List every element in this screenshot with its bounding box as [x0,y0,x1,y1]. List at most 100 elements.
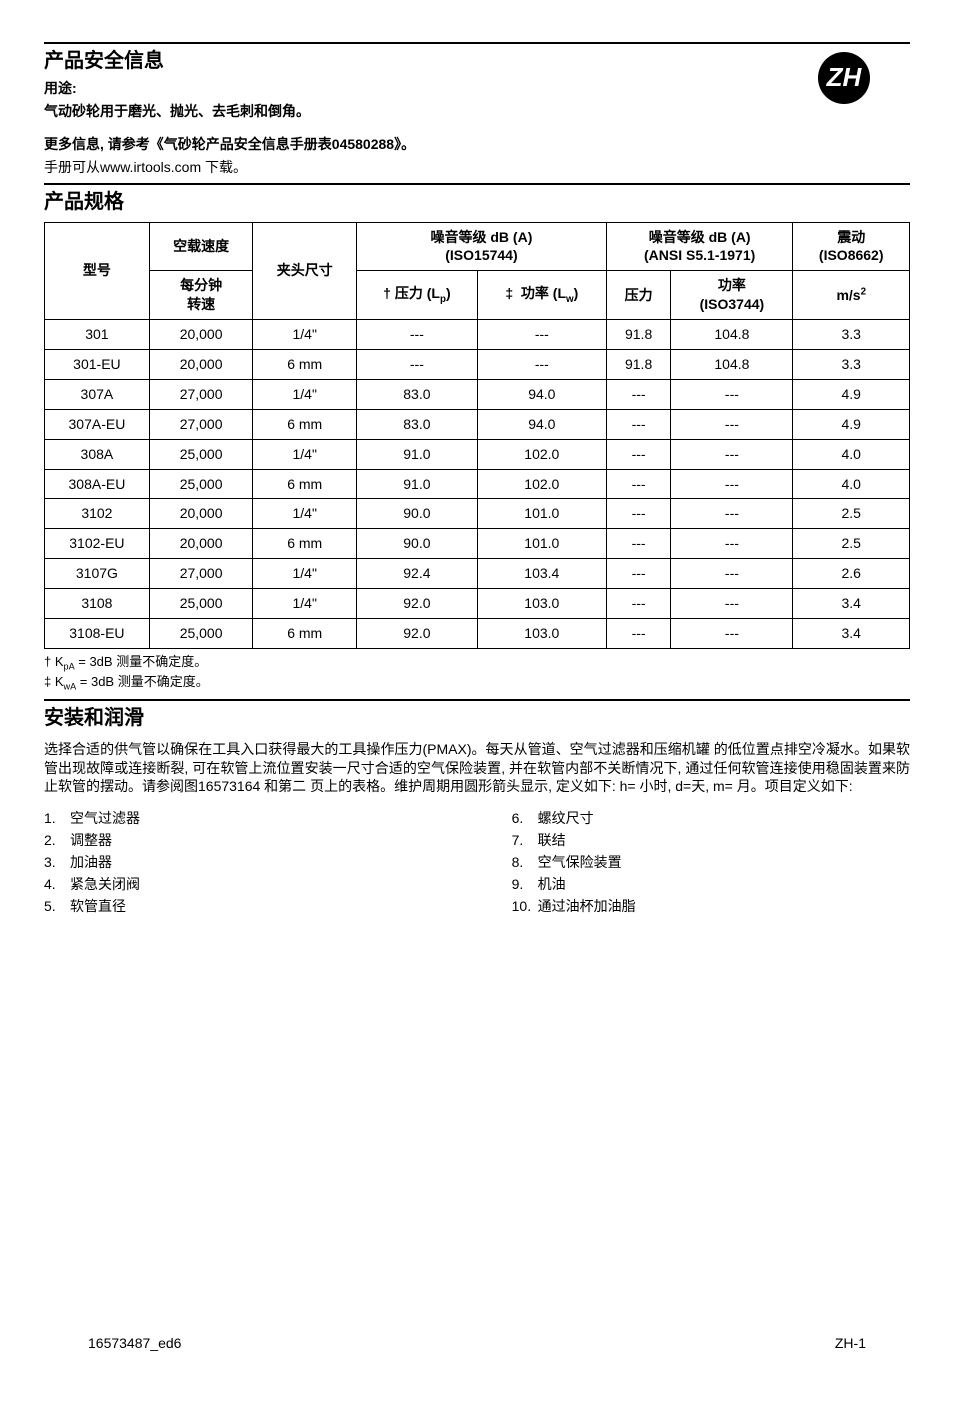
table-cell: --- [671,619,793,649]
list-item: 5.软管直径 [44,897,512,916]
spec-table: 型号 空载速度 夹头尺寸 噪音等级 dB (A)(ISO15744) 噪音等级 … [44,222,910,649]
list-item: 2.调整器 [44,831,512,850]
table-cell: 94.0 [477,409,606,439]
table-cell: 104.8 [671,320,793,350]
table-cell: 94.0 [477,379,606,409]
th-vib-unit: m/s2 [793,271,910,320]
table-cell: --- [606,589,670,619]
list-item: 3.加油器 [44,853,512,872]
table-cell: 91.0 [357,469,478,499]
table-cell: --- [606,469,670,499]
th-vibration: 震动(ISO8662) [793,222,910,271]
table-cell: 102.0 [477,439,606,469]
table-cell: 301 [45,320,150,350]
footnote-1: † KpA = 3dB 测量不确定度。 [44,654,207,669]
table-cell: 2.5 [793,529,910,559]
safety-title: 产品安全信息 [44,48,910,75]
table-cell: 6 mm [253,469,357,499]
list-item: 8.空气保险装置 [512,853,910,872]
table-cell: 3.3 [793,320,910,350]
table-cell: 20,000 [149,350,253,380]
table-cell: --- [606,379,670,409]
table-cell: --- [606,409,670,439]
table-cell: 1/4" [253,589,357,619]
list-item: 4.紧急关闭阀 [44,875,512,894]
table-row: 310220,0001/4"90.0101.0------2.5 [45,499,910,529]
table-cell: 104.8 [671,350,793,380]
table-cell: --- [606,499,670,529]
table-cell: 4.0 [793,469,910,499]
table-cell: 3102 [45,499,150,529]
table-cell: --- [671,499,793,529]
th-noise-ansi: 噪音等级 dB (A)(ANSI S5.1-1971) [606,222,793,271]
table-cell: 6 mm [253,350,357,380]
install-list: 1.空气过滤器2.调整器3.加油器4.紧急关闭阀5.软管直径 6.螺纹尺寸7.联… [44,806,910,918]
table-cell: 308A [45,439,150,469]
th-iso-lp: † 压力 (Lp) [357,271,478,320]
language-badge: ZH [818,52,870,104]
th-ansi-lw: 功率(ISO3744) [671,271,793,320]
table-cell: --- [477,320,606,350]
rule [44,183,910,185]
specs-title: 产品规格 [44,189,910,216]
table-cell: 3102-EU [45,529,150,559]
table-cell: 4.0 [793,439,910,469]
table-cell: 92.0 [357,619,478,649]
table-cell: 90.0 [357,529,478,559]
usage-text: 气动砂轮用于磨光、抛光、去毛刺和倒角。 [44,102,910,121]
table-row: 310825,0001/4"92.0103.0------3.4 [45,589,910,619]
table-cell: 20,000 [149,320,253,350]
table-cell: --- [671,559,793,589]
table-cell: --- [357,320,478,350]
table-cell: --- [671,529,793,559]
table-cell: 91.0 [357,439,478,469]
table-cell: 4.9 [793,409,910,439]
table-cell: 103.0 [477,619,606,649]
table-cell: 101.0 [477,499,606,529]
th-ansi-lp: 压力 [606,271,670,320]
table-row: 308A25,0001/4"91.0102.0------4.0 [45,439,910,469]
table-cell: --- [357,350,478,380]
table-cell: 25,000 [149,439,253,469]
table-cell: --- [671,409,793,439]
list-item: 7.联结 [512,831,910,850]
table-cell: --- [671,589,793,619]
table-cell: 3108 [45,589,150,619]
table-cell: 2.5 [793,499,910,529]
table-cell: --- [606,439,670,469]
table-cell: 27,000 [149,379,253,409]
table-row: 3108-EU25,0006 mm92.0103.0------3.4 [45,619,910,649]
rule [44,699,910,701]
page-footer: 16573487_ed6 ZH-1 [88,1334,866,1353]
table-cell: 2.6 [793,559,910,589]
table-cell: --- [671,379,793,409]
th-collet: 夹头尺寸 [253,222,357,320]
table-cell: --- [477,350,606,380]
manual-download: 手册可从www.irtools.com 下载。 [44,158,910,177]
table-cell: 301-EU [45,350,150,380]
table-cell: 1/4" [253,379,357,409]
list-item: 10.通过油杯加油脂 [512,897,910,916]
table-cell: 4.9 [793,379,910,409]
table-cell: --- [671,439,793,469]
table-cell: 3108-EU [45,619,150,649]
table-row: 308A-EU25,0006 mm91.0102.0------4.0 [45,469,910,499]
more-info: 更多信息, 请参考《气砂轮产品安全信息手册表04580288》。 [44,135,910,154]
footnote-2: ‡ KwA = 3dB 测量不确定度。 [44,674,209,689]
install-paragraph: 选择合适的供气管以确保在工具入口获得最大的工具操作压力(PMAX)。每天从管道、… [44,740,910,797]
th-model: 型号 [45,222,150,320]
table-row: 301-EU20,0006 mm------91.8104.83.3 [45,350,910,380]
table-cell: 6 mm [253,529,357,559]
table-cell: 25,000 [149,589,253,619]
table-cell: 308A-EU [45,469,150,499]
table-cell: 307A-EU [45,409,150,439]
table-cell: 3.3 [793,350,910,380]
table-cell: 3107G [45,559,150,589]
list-item: 9.机油 [512,875,910,894]
th-noise-iso: 噪音等级 dB (A)(ISO15744) [357,222,607,271]
table-cell: 20,000 [149,529,253,559]
table-row: 3102-EU20,0006 mm90.0101.0------2.5 [45,529,910,559]
table-cell: 91.8 [606,320,670,350]
table-cell: 1/4" [253,499,357,529]
table-cell: 103.4 [477,559,606,589]
